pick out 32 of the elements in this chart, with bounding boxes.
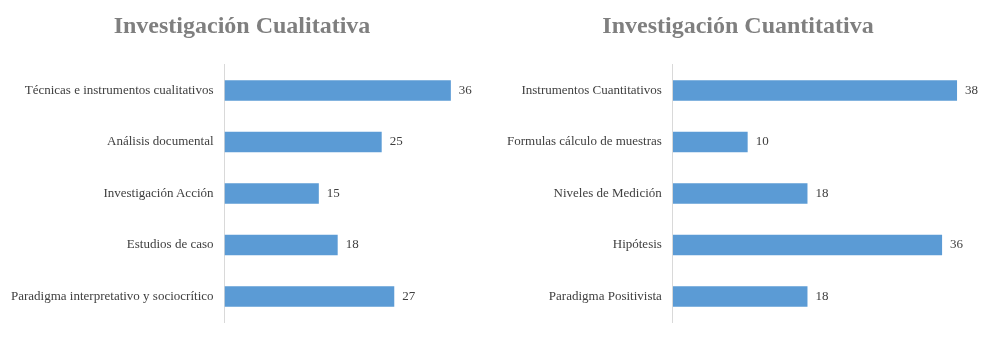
data-label: 38 [965,81,979,97]
data-label: 18 [815,287,829,303]
y-tick-label: Niveles de Medición [553,184,663,200]
y-tick-label: Hipótesis [612,236,662,252]
y-tick-label: Instrumentos Cuantitativos [521,81,662,97]
y-tick-label: Análisis documental [107,133,214,149]
bar [672,131,748,153]
data-label: 36 [950,236,964,252]
y-tick-label: Paradigma Positivista [548,287,663,303]
bar [224,131,382,153]
bar [224,234,338,256]
data-label: 18 [345,236,359,252]
y-tick-label: Estudios de caso [126,236,214,252]
bar [672,183,808,204]
data-label: 18 [815,184,829,200]
bar [672,80,958,101]
y-tick-label: Técnicas e instrumentos cualitativos [24,81,214,97]
y-tick-label: Formulas cálculo de muestras [506,133,662,149]
y-tick-label: Investigación Acción [103,184,215,200]
bar [672,234,943,256]
data-label: 27 [402,287,416,303]
data-label: 15 [326,184,340,200]
chart-title: Investigación Cuantitativa [602,11,874,38]
bar [224,183,319,204]
data-label: 36 [458,81,473,97]
y-tick-label: Paradigma interpretativo y sociocrítico [11,287,214,303]
data-label: 25 [389,133,403,149]
chart-title: Investigación Cualitativa [113,11,371,38]
bar [672,286,808,307]
bar [224,286,395,307]
data-label: 10 [755,133,769,149]
bar [224,80,451,101]
